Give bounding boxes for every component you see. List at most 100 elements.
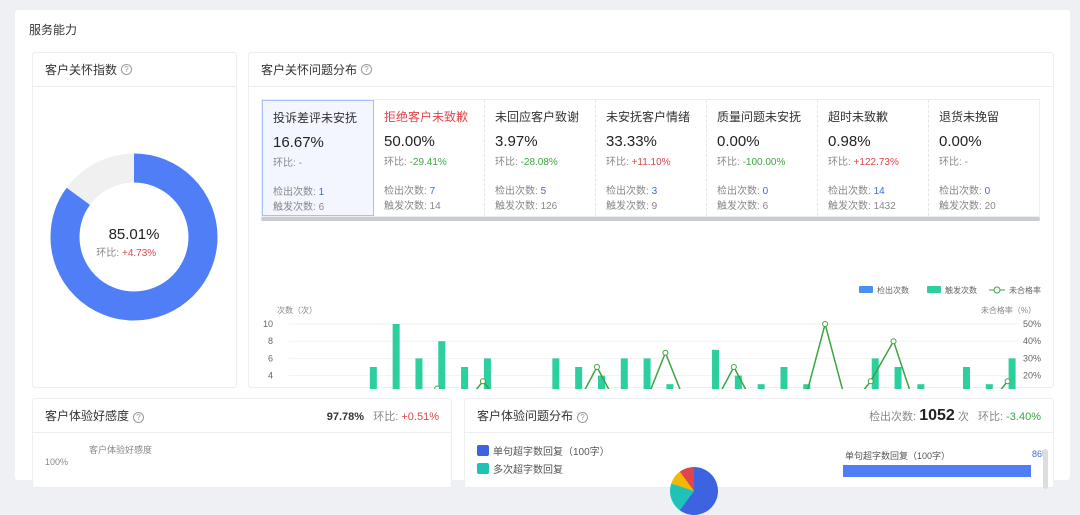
detect-count: 1052 bbox=[919, 406, 955, 424]
rate-point bbox=[867, 378, 874, 385]
bar-trigger bbox=[643, 358, 651, 389]
detect-label: 检出次数: bbox=[717, 186, 760, 197]
mom-label: 环比: bbox=[606, 157, 629, 168]
issue-tile[interactable]: 投诉差评未安抚 16.67% 环比: - 检出次数: 1 触发次数: 6 bbox=[262, 100, 374, 216]
y2-tick-label: 30% bbox=[1023, 353, 1041, 363]
help-icon[interactable]: ? bbox=[361, 64, 373, 75]
trigger-label: 触发次数: bbox=[939, 201, 982, 212]
tile-name: 投诉差评未安抚 bbox=[273, 111, 358, 125]
chart-label: 客户体验好感度 bbox=[89, 445, 153, 455]
detect-count: 14 bbox=[873, 186, 885, 197]
legend-item[interactable]: 单句超字数回复（100字） bbox=[477, 443, 610, 458]
y2-tick-label: 50% bbox=[1023, 319, 1041, 329]
y2-axis-label: 未合格率（%） bbox=[981, 305, 1036, 315]
care-dist-title: 客户关怀问题分布 bbox=[261, 63, 358, 77]
trigger-label: 触发次数: bbox=[273, 202, 316, 213]
issue-tile[interactable]: 未回应客户致谢 3.97% 环比: -28.08% 检出次数: 5 触发次数: … bbox=[485, 100, 596, 216]
detect-count: 1 bbox=[318, 187, 325, 198]
rate-point bbox=[434, 385, 441, 389]
mom-value: +11.10% bbox=[631, 157, 671, 168]
mom-value: - bbox=[964, 157, 968, 168]
detect-count: 0 bbox=[984, 186, 991, 197]
bar-trigger bbox=[438, 341, 446, 389]
legend-label: 单句超字数回复（100字） bbox=[493, 447, 610, 458]
tile-name: 退货未挽留 bbox=[939, 110, 1000, 124]
y-tick-label: 6 bbox=[268, 353, 273, 363]
help-icon[interactable]: ? bbox=[121, 64, 133, 75]
legend-marker bbox=[993, 286, 1001, 294]
tile-name: 未安抚客户情绪 bbox=[606, 110, 691, 124]
y2-tick-label: 20% bbox=[1023, 371, 1041, 381]
tile-name: 质量问题未安抚 bbox=[717, 110, 802, 124]
trigger-label: 触发次数: bbox=[606, 201, 649, 212]
experience-value: 97.78% bbox=[326, 410, 365, 423]
mom-label: 环比: bbox=[373, 410, 399, 423]
detect-label: 检出次数: bbox=[828, 186, 871, 197]
mom-label: 环比: bbox=[273, 158, 296, 169]
trigger-count: 20 bbox=[984, 201, 996, 212]
tile-value: 0.98% bbox=[828, 133, 871, 150]
issue-tile[interactable]: 质量问题未安抚 0.00% 环比: -100.00% 检出次数: 0 触发次数:… bbox=[707, 100, 818, 216]
bar-trigger bbox=[780, 367, 788, 389]
y2-tick-label: 40% bbox=[1023, 336, 1041, 346]
horizontal-scrollbar[interactable] bbox=[261, 217, 1040, 221]
bar-trigger bbox=[415, 358, 423, 389]
legend-label: 触发次数 bbox=[945, 285, 977, 295]
bar-trigger bbox=[803, 384, 811, 389]
detect-count: 3 bbox=[651, 186, 658, 197]
bar-trigger bbox=[392, 324, 400, 389]
rate-point bbox=[1004, 378, 1011, 385]
legend-item[interactable]: 多次超字数回复 bbox=[477, 461, 563, 476]
care-index-value: 85.01% bbox=[109, 226, 160, 243]
y-tick-label: 2 bbox=[268, 388, 273, 389]
detect-count: 5 bbox=[540, 186, 547, 197]
issue-tile[interactable]: 拒绝客户未致歉 50.00% 环比: -29.41% 检出次数: 7 触发次数:… bbox=[374, 100, 485, 216]
mom-label: 环比: bbox=[939, 157, 962, 168]
tile-value: 16.67% bbox=[273, 134, 324, 151]
bar-trigger bbox=[962, 367, 970, 389]
detect-label: 检出次数: bbox=[384, 186, 427, 197]
rate-point bbox=[890, 338, 897, 345]
tile-value: 0.00% bbox=[939, 133, 982, 150]
mom-value: -100.00% bbox=[742, 157, 786, 168]
bar-trigger bbox=[552, 358, 560, 389]
issue-tile[interactable]: 退货未挽留 0.00% 环比: - 检出次数: 0 触发次数: 20 bbox=[929, 100, 1039, 216]
pie-chart bbox=[670, 467, 718, 515]
bar-trigger bbox=[734, 375, 742, 389]
tile-value: 0.00% bbox=[717, 133, 760, 150]
mom-label: 环比: bbox=[495, 157, 518, 168]
experience-distribution-card: 客户体验问题分布? 检出次数: 1052 次 环比: -3.40% 单句超字数回… bbox=[464, 398, 1054, 515]
issue-tile[interactable]: 未安抚客户情绪 33.33% 环比: +11.10% 检出次数: 3 触发次数:… bbox=[596, 100, 707, 216]
section-title: 服务能力 bbox=[29, 23, 78, 37]
unit: 次 bbox=[957, 410, 969, 423]
legend-label: 检出次数 bbox=[877, 285, 909, 295]
care-distribution-card: 客户关怀问题分布? 投诉差评未安抚 16.67% 环比: - 检出次数: 1 触… bbox=[248, 52, 1054, 389]
bar-trigger bbox=[712, 349, 720, 389]
y-axis-label: 次数（次） bbox=[277, 305, 317, 315]
issue-tile[interactable]: 超时未致歉 0.98% 环比: +122.73% 检出次数: 14 触发次数: … bbox=[818, 100, 929, 216]
y-tick-label: 10 bbox=[263, 319, 273, 329]
mom-label: 环比: bbox=[96, 247, 119, 259]
legend-swatch bbox=[927, 286, 941, 293]
detect-count: 0 bbox=[762, 186, 769, 197]
detect-label: 检出次数: bbox=[273, 187, 316, 198]
care-trend-chart: 检出次数触发次数未合格率次数（次）未合格率（%）00%210%420%630%8… bbox=[263, 285, 1041, 389]
help-icon[interactable]: ? bbox=[577, 412, 589, 423]
rate-point bbox=[593, 364, 600, 370]
vertical-scrollbar[interactable] bbox=[1043, 449, 1048, 489]
tile-value: 50.00% bbox=[384, 133, 435, 150]
y-tick-label: 8 bbox=[268, 336, 273, 346]
trigger-count: 126 bbox=[540, 201, 558, 212]
trigger-label: 触发次数: bbox=[495, 201, 538, 212]
help-icon[interactable]: ? bbox=[133, 412, 145, 423]
mom-value: -28.08% bbox=[520, 157, 558, 168]
experience-card: 客户体验好感度? 97.78% 环比: +0.51% 客户体验好感度 100% bbox=[32, 398, 452, 488]
mom-value: +4.73% bbox=[122, 248, 156, 259]
trigger-count: 6 bbox=[762, 201, 769, 212]
mom-value: +122.73% bbox=[853, 157, 899, 168]
tile-name: 超时未致歉 bbox=[828, 110, 889, 124]
tile-name: 未回应客户致谢 bbox=[495, 110, 580, 124]
bar-trigger bbox=[369, 367, 377, 389]
bar-trigger bbox=[620, 358, 628, 389]
mom-value: -3.40% bbox=[1006, 410, 1041, 423]
